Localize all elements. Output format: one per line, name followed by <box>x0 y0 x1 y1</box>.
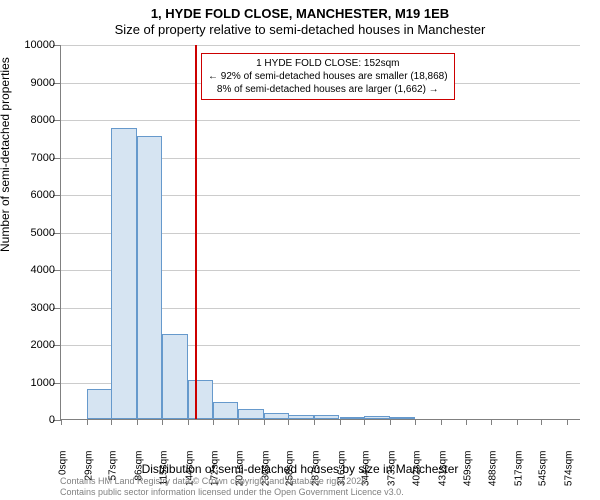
x-tick <box>517 419 518 425</box>
chart-container: 1, HYDE FOLD CLOSE, MANCHESTER, M19 1EB … <box>0 0 600 500</box>
x-tick <box>188 419 189 425</box>
x-tick <box>162 419 163 425</box>
x-tick <box>441 419 442 425</box>
y-tick-label: 1000 <box>0 377 55 389</box>
histogram-bar <box>390 417 416 419</box>
x-tick <box>264 419 265 425</box>
x-tick <box>415 419 416 425</box>
x-tick <box>288 419 289 425</box>
footer-attribution: Contains HM Land Registry data © Crown c… <box>60 476 404 498</box>
chart-title-line1: 1, HYDE FOLD CLOSE, MANCHESTER, M19 1EB <box>0 6 600 21</box>
y-tick-label: 10000 <box>0 39 55 51</box>
histogram-bar <box>340 417 366 419</box>
x-tick <box>541 419 542 425</box>
x-tick <box>213 419 214 425</box>
histogram-bar <box>213 402 239 419</box>
x-tick <box>111 419 112 425</box>
x-tick <box>87 419 88 425</box>
x-tick <box>567 419 568 425</box>
x-tick <box>238 419 239 425</box>
y-tick-label: 4000 <box>0 264 55 276</box>
histogram-bar <box>364 416 390 419</box>
y-tick-label: 7000 <box>0 152 55 164</box>
x-tick <box>314 419 315 425</box>
histogram-bar <box>288 415 314 419</box>
footer-line1: Contains HM Land Registry data © Crown c… <box>60 476 404 487</box>
x-tick <box>137 419 138 425</box>
chart-title-line2: Size of property relative to semi-detach… <box>0 22 600 37</box>
histogram-bar <box>87 389 113 419</box>
x-tick <box>466 419 467 425</box>
annotation-line3: 8% of semi-detached houses are larger (1… <box>208 83 448 96</box>
y-tick-label: 8000 <box>0 114 55 126</box>
x-axis-title: Distribution of semi-detached houses by … <box>0 462 600 476</box>
x-tick <box>340 419 341 425</box>
histogram-bar <box>238 409 264 419</box>
y-tick-label: 9000 <box>0 77 55 89</box>
gridline-h <box>61 120 580 121</box>
x-tick <box>61 419 62 425</box>
histogram-bar <box>188 380 214 419</box>
histogram-bar <box>162 334 188 420</box>
annotation-box: 1 HYDE FOLD CLOSE: 152sqm← 92% of semi-d… <box>201 53 455 100</box>
x-tick <box>364 419 365 425</box>
y-tick-label: 5000 <box>0 227 55 239</box>
histogram-bar <box>111 128 137 419</box>
y-tick-label: 0 <box>0 414 55 426</box>
reference-line <box>195 45 197 419</box>
histogram-bar <box>137 136 163 419</box>
x-tick <box>491 419 492 425</box>
histogram-bar <box>314 415 340 419</box>
footer-line2: Contains public sector information licen… <box>60 487 404 498</box>
annotation-line1: 1 HYDE FOLD CLOSE: 152sqm <box>208 57 448 70</box>
y-tick-label: 2000 <box>0 339 55 351</box>
gridline-h <box>61 45 580 46</box>
histogram-bar <box>264 413 290 419</box>
annotation-line2: ← 92% of semi-detached houses are smalle… <box>208 70 448 83</box>
y-tick-label: 6000 <box>0 189 55 201</box>
plot-area: 1 HYDE FOLD CLOSE: 152sqm← 92% of semi-d… <box>60 45 580 420</box>
x-tick <box>390 419 391 425</box>
y-tick-label: 3000 <box>0 302 55 314</box>
